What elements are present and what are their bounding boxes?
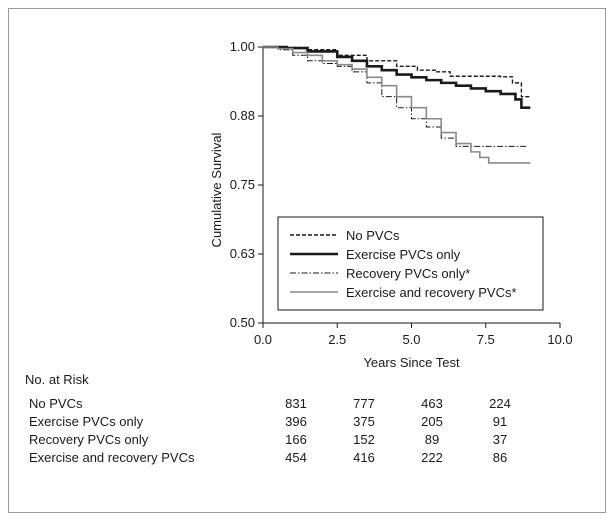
cell-value: 205 (421, 414, 443, 429)
x-tick-label: 10.0 (547, 332, 572, 347)
y-axis-title: Cumulative Survival (209, 132, 224, 247)
y-tick-label: 0.50 (230, 315, 255, 330)
y-tick-label: 0.75 (230, 177, 255, 192)
table-row: Recovery PVCs only 166 152 89 37 (25, 431, 534, 449)
row-label: Exercise and recovery PVCs (29, 450, 195, 465)
y-tick-label: 0.63 (230, 246, 255, 261)
cell-value: 91 (492, 414, 508, 429)
cell-value: 396 (285, 414, 307, 429)
legend-label-0: No PVCs (346, 228, 400, 243)
table-row: Exercise and recovery PVCs 454 416 222 8… (25, 449, 534, 467)
cell-value: 831 (285, 396, 307, 411)
x-tick-label: 7.5 (477, 332, 495, 347)
cell-value: 37 (492, 432, 508, 447)
series-line-2 (263, 46, 528, 147)
row-label: Exercise PVCs only (29, 414, 144, 429)
y-tick-label: 0.88 (230, 108, 255, 123)
table-row: Exercise PVCs only 396 375 205 91 (25, 413, 534, 431)
cell-value: 224 (489, 396, 511, 411)
series-line-3 (263, 46, 531, 164)
risk-table: No PVCs 831 777 463 224 Exercise PVCs on… (25, 395, 534, 467)
cell-value: 463 (421, 396, 443, 411)
row-label: No PVCs (29, 396, 83, 411)
series-line-1 (263, 45, 531, 110)
cell-value: 454 (285, 450, 307, 465)
x-tick-label: 0.0 (254, 332, 272, 347)
series-line-0 (263, 46, 531, 98)
row-label: Recovery PVCs only (29, 432, 149, 447)
x-tick-label: 5.0 (402, 332, 420, 347)
legend-label-1: Exercise PVCs only (346, 247, 461, 262)
cell-value: 152 (353, 432, 375, 447)
table-row: No PVCs 831 777 463 224 (25, 395, 534, 413)
x-axis-title: Years Since Test (363, 355, 460, 370)
cell-value: 375 (353, 414, 375, 429)
cell-value: 166 (285, 432, 307, 447)
cell-value: 86 (492, 450, 508, 465)
cell-value: 777 (353, 396, 375, 411)
cell-value: 89 (424, 432, 440, 447)
x-tick-label: 2.5 (328, 332, 346, 347)
risk-table-title: No. at Risk (25, 372, 89, 387)
cell-value: 222 (421, 450, 443, 465)
legend-label-3: Exercise and recovery PVCs* (346, 285, 517, 300)
cell-value: 416 (353, 450, 375, 465)
legend-label-2: Recovery PVCs only* (346, 266, 470, 281)
y-tick-label: 1.00 (230, 39, 255, 54)
survival-chart: 0.50 0.63 0.75 0.88 1.00 0.0 2.5 5.0 7.5 10.0 Year… (209, 39, 573, 370)
legend-box (277, 216, 544, 311)
